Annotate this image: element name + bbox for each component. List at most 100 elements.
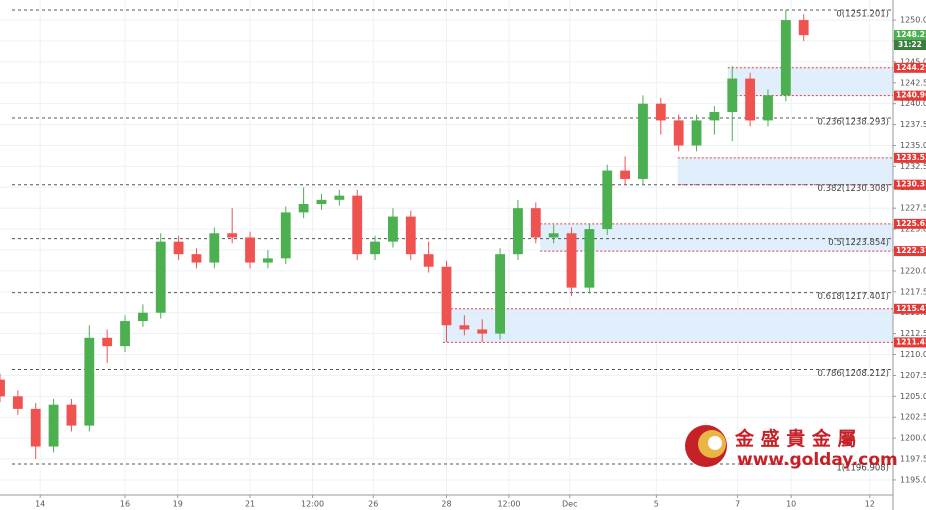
y-tick-label: 1212.50: [900, 329, 926, 338]
zone-tag-label: 1225.63: [896, 219, 926, 228]
candle-body: [780, 20, 791, 96]
candle-body: [370, 241, 380, 255]
x-tick-label: 26: [368, 500, 378, 509]
candle-body: [620, 170, 631, 179]
y-tick-label: 1237.50: [900, 120, 926, 129]
countdown: 31:22: [898, 40, 922, 49]
candle-body: [245, 237, 255, 263]
watermark-name: 金 盛 貴 金 屬: [734, 427, 856, 450]
watermark-url: www.golday.com: [737, 450, 898, 470]
x-tick-label: 7: [735, 500, 740, 509]
candle-body: [405, 216, 416, 255]
fib-label: 0.382(1230.308): [817, 184, 889, 194]
candle-body: [745, 78, 756, 121]
candle-body: [120, 321, 130, 347]
candle-body: [12, 396, 23, 409]
candle-body: [673, 120, 684, 146]
y-tick-label: 1205.00: [900, 392, 926, 401]
candle-body: [155, 241, 166, 313]
candle-body: [584, 229, 595, 288]
y-tick-label: 1250.00: [900, 16, 926, 25]
zone: [677, 157, 893, 185]
zone-tag-label: 1222.37: [896, 246, 926, 255]
zone-tag-label: 1233.52: [896, 153, 926, 162]
candle-body: [423, 254, 434, 267]
candle-body: [280, 212, 291, 259]
candle-body: [566, 233, 577, 288]
x-tick-label: 12: [865, 500, 875, 509]
candles: [0, 10, 809, 460]
y-tick-label: 1225.00: [900, 225, 926, 234]
fib-label: 0.236(1238.293): [817, 117, 889, 127]
y-tick-label: 1200.00: [900, 434, 926, 443]
y-tick-label: 1202.50: [900, 413, 926, 422]
zone-tag: [894, 246, 926, 257]
zone-tag: [894, 337, 926, 348]
candle-body: [173, 241, 184, 255]
candle-body: [388, 216, 398, 242]
y-tick-label: 1235.00: [900, 141, 926, 150]
countdown-bg: [894, 40, 926, 51]
fib-label: 0.786(1208.212): [817, 369, 889, 379]
candle-body: [727, 78, 738, 113]
candle-body: [227, 233, 238, 238]
price-tags: 1244.29 1240.96 1233.52 1230.31 1225.63 1222.…: [894, 30, 926, 348]
fib-label: 0.618(1217.401): [817, 292, 889, 302]
candle-body: [316, 199, 327, 205]
x-tick-label: 19: [173, 500, 183, 509]
candle-body: [84, 337, 95, 426]
fib-label: 0.5(1223.854): [828, 238, 889, 248]
y-tick-label: 1232.50: [900, 162, 926, 171]
y-tick-label: 1227.50: [900, 204, 926, 213]
watermark: 金 盛 貴 金 屬 www.golday.com: [685, 425, 898, 470]
zone-tag-label: 1240.96: [896, 91, 926, 100]
zone-tag: [894, 218, 926, 229]
candle-body: [441, 266, 452, 326]
candle-body: [763, 95, 773, 121]
current-price-label: 1248.21: [896, 30, 926, 39]
fib-label: 0(1251.201): [836, 10, 889, 20]
y-tick-label: 1220.00: [900, 266, 926, 275]
candle-body: [459, 325, 470, 330]
candle-body: [66, 404, 77, 426]
candle-body: [48, 404, 59, 447]
zone-tag: [894, 90, 926, 101]
candle-body: [102, 337, 113, 347]
candle-body: [548, 233, 559, 238]
x-tick-label: 14: [35, 500, 45, 509]
zone-tag-label: 1244.29: [896, 63, 926, 72]
candle-body: [530, 208, 541, 238]
candle-body: [334, 195, 345, 200]
y-tick-label: 1245.00: [900, 57, 926, 66]
zone: [727, 67, 893, 96]
x-tick-label: 10: [786, 500, 796, 509]
zone-tag: [894, 152, 926, 163]
x-tick-label: 5: [654, 500, 659, 509]
zone-tag: [894, 179, 926, 190]
candle-body: [513, 208, 523, 255]
x-tick-label: 16: [120, 500, 130, 509]
candle-body: [209, 233, 220, 263]
zone: [442, 308, 893, 343]
candle-body: [477, 329, 488, 334]
zone: [540, 223, 893, 252]
zone-tag: [894, 303, 926, 314]
y-tick-label: 1240.00: [900, 99, 926, 108]
logo-core: [708, 436, 722, 450]
x-tick-label: Dec: [562, 500, 577, 509]
candle-body: [298, 204, 309, 213]
fib-label: 1(1196.908): [836, 463, 889, 473]
candle-body: [691, 120, 702, 146]
candle-body: [262, 258, 273, 263]
zone-tag-label: 1230.31: [896, 180, 926, 189]
candle-body: [495, 254, 505, 334]
zones: [442, 67, 893, 343]
y-tick-label: 1242.50: [900, 78, 926, 87]
current-price-tag: [894, 30, 926, 41]
candle-body: [798, 20, 809, 36]
fib-levels: 0(1251.201) 0.236(1238.293) 0.382(1230.308…: [12, 9, 893, 473]
candle-body: [137, 312, 148, 322]
y-tick-label: 1210.00: [900, 350, 926, 359]
y-tick-label: 1195.00: [900, 475, 926, 484]
